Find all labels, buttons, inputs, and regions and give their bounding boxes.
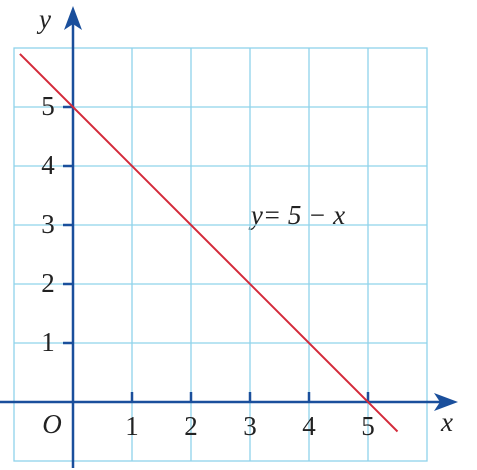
line <box>19 53 399 433</box>
x-tick-label: 2 <box>184 411 198 441</box>
line-annotation: y= 5 − x <box>248 200 345 230</box>
y-axis-arrow <box>64 6 82 30</box>
y-tick-label: 1 <box>41 327 55 357</box>
y-tick-label: 3 <box>41 209 55 239</box>
y-axis-label: y <box>36 4 51 34</box>
x-tick-label: 1 <box>125 411 139 441</box>
x-tick-label: 5 <box>361 411 375 441</box>
x-tick-label: 4 <box>302 411 316 441</box>
y-tick-label: 4 <box>41 150 55 180</box>
x-axis-arrow <box>434 393 458 411</box>
origin-label: O <box>42 409 62 439</box>
x-tick-label: 3 <box>243 411 257 441</box>
x-axis-label: x <box>440 407 453 437</box>
grid-frame <box>13 47 428 462</box>
y-tick-label: 5 <box>41 91 55 121</box>
y-tick-label: 2 <box>41 268 55 298</box>
